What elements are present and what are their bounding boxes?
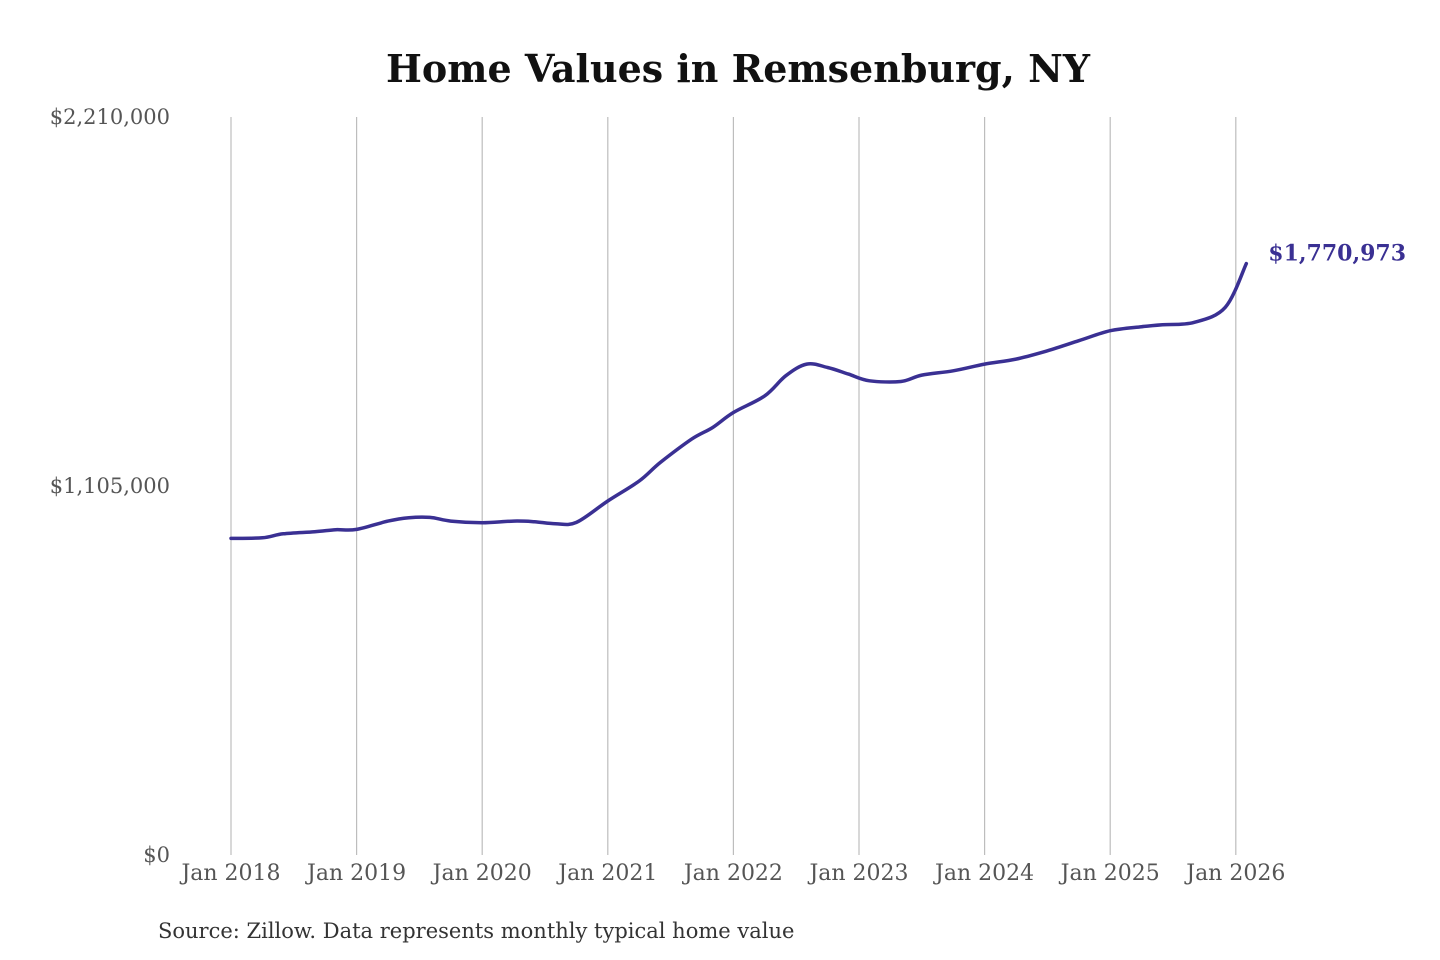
- end-value-label: $1,770,973: [1268, 241, 1406, 267]
- source-note: Source: Zillow. Data represents monthly …: [158, 919, 794, 943]
- y-tick-label-0: $0: [143, 843, 170, 867]
- series-layer: $1,770,973: [229, 241, 1406, 541]
- x-tick-label-2022: Jan 2022: [682, 861, 783, 886]
- x-tick-label-2023: Jan 2023: [807, 861, 908, 886]
- gridlines: [230, 117, 1237, 855]
- x-axis: Jan 2018 Jan 2019 Jan 2020 Jan 2021 Jan 2022…: [179, 861, 1285, 886]
- chart-title: Home Values in Remsenburg, NY: [386, 46, 1091, 91]
- x-tick-label-2026: Jan 2026: [1184, 861, 1285, 886]
- y-tick-label-2: $2,210,000: [50, 105, 170, 129]
- y-axis: $0 $1,105,000 $2,210,000: [50, 105, 170, 867]
- y-tick-label-1: $1,105,000: [50, 474, 170, 498]
- series-line-0: [229, 261, 1249, 541]
- x-tick-label-2020: Jan 2020: [431, 861, 532, 886]
- x-tick-label-2021: Jan 2021: [556, 861, 657, 886]
- x-tick-label-2019: Jan 2019: [305, 861, 406, 886]
- x-tick-label-2025: Jan 2025: [1059, 861, 1160, 886]
- x-tick-label-2024: Jan 2024: [933, 861, 1034, 886]
- x-tick-label-2018: Jan 2018: [179, 861, 280, 886]
